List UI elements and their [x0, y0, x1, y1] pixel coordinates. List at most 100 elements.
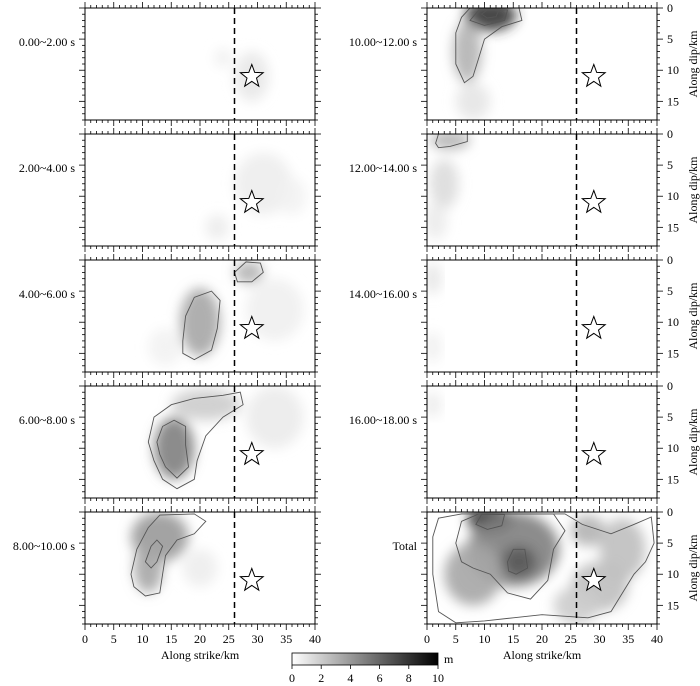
contour-line-6m [507, 548, 529, 575]
y-tick-label: 10 [667, 567, 679, 581]
panel-10-00-12-00-s: 10.00~12.00 s 0 5 10 15 Along dip/km [349, 1, 700, 126]
slip-patch [427, 202, 448, 240]
x-tick-label: 0 [82, 632, 88, 646]
x-tick-label: 20 [194, 632, 206, 646]
colorbar: 0 2 4 6 8 10m [289, 652, 454, 685]
slip-patch [427, 392, 442, 418]
slip-patch [148, 328, 183, 366]
contour-line-6m [480, 9, 500, 19]
hypocenter-star-icon [580, 62, 607, 88]
panel-label: 2.00~4.00 s [19, 161, 75, 175]
colorbar-tick-label: 6 [377, 671, 383, 685]
y-axis-title: Along dip/km [686, 408, 700, 476]
panel-label: 10.00~12.00 s [349, 35, 417, 49]
y-tick-label: 10 [667, 315, 679, 329]
panel-ticks [79, 506, 321, 630]
colorbar-tick-label: 0 [289, 671, 295, 685]
panel-ticks [79, 2, 321, 126]
panel-12-00-14-00-s: 12.00~14.00 s 0 5 10 15 Along dip/km [349, 127, 700, 252]
y-tick-label: 0 [667, 1, 673, 15]
slip-field [452, 8, 523, 120]
panel-ticks [421, 254, 663, 378]
contour-line-2m [432, 513, 655, 624]
contour-line-4m [455, 513, 566, 600]
panel-4-00-6-00-s: 4.00~6.00 s [19, 254, 321, 378]
panel-label: 14.00~16.00 s [349, 287, 417, 301]
y-tick-label: 5 [667, 32, 673, 46]
x-tick-label: 25 [565, 632, 577, 646]
hypocenter-star-icon [580, 566, 607, 592]
hypocenter-star-icon [238, 188, 265, 214]
contour-line-2m [455, 8, 523, 84]
slip-patch [182, 549, 218, 587]
y-tick-label: 0 [667, 379, 673, 393]
slip-field [130, 512, 218, 597]
slip-patch [179, 288, 221, 357]
panel-16-00-18-00-s: 16.00~18.00 s 0 5 10 15 Along dip/km [349, 379, 700, 504]
panel-2-00-4-00-s: 2.00~4.00 s [19, 128, 321, 252]
contour-line-4m [469, 9, 509, 26]
hypocenter-star-icon [580, 188, 607, 214]
contour-line-2m [233, 261, 264, 283]
x-tick-label: 5 [111, 632, 117, 646]
x-tick-label: 15 [165, 632, 177, 646]
panel-6-00-8-00-s: 6.00~8.00 s [19, 380, 321, 504]
hypocenter-star-icon [580, 314, 607, 340]
hypocenter-star-icon [580, 440, 607, 466]
x-tick-label: 40 [309, 632, 321, 646]
panel-ticks [421, 128, 663, 252]
y-tick-label: 10 [667, 189, 679, 203]
slip-field [147, 386, 304, 490]
x-tick-label: 10 [479, 632, 491, 646]
panel-label: 12.00~14.00 s [349, 161, 417, 175]
y-tick-label: 15 [667, 220, 679, 234]
x-axis-title: Along strike/km [161, 648, 240, 662]
y-axis-title: Along dip/km [686, 156, 700, 224]
x-tick-labels: 0 5 10 15 20 25 30 35 40 [82, 632, 321, 646]
panel-label: 4.00~6.00 s [19, 287, 75, 301]
hypocenter-star-icon [238, 440, 265, 466]
panel-label: 0.00~2.00 s [19, 35, 75, 49]
y-tick-labels: 0 5 10 15 [667, 1, 679, 108]
panel-label: 8.00~10.00 s [13, 539, 75, 553]
x-tick-label: 30 [594, 632, 606, 646]
x-tick-label: 0 [424, 632, 430, 646]
y-tick-labels: 0 5 10 15 [667, 253, 679, 360]
panel-label: 16.00~18.00 s [349, 413, 417, 427]
panel-ticks [421, 2, 663, 126]
y-tick-label: 10 [667, 441, 679, 455]
x-tick-label: 30 [252, 632, 264, 646]
hypocenter-star-icon [238, 62, 265, 88]
colorbar-unit-label: m [444, 652, 454, 666]
y-tick-labels: 0 5 10 15 [667, 127, 679, 234]
slip-field [427, 392, 442, 418]
panel-ticks [79, 254, 321, 378]
slip-patch [277, 177, 307, 215]
contour-line-2m [147, 391, 244, 490]
slip-patch [234, 261, 264, 284]
panel-0-00-2-00-s: 0.00~2.00 s [19, 2, 321, 126]
y-tick-label: 5 [667, 284, 673, 298]
panel-label: Total [393, 539, 418, 553]
slip-patch [205, 214, 229, 240]
panel-background [427, 260, 657, 372]
x-tick-label: 35 [280, 632, 292, 646]
slip-patch [427, 331, 442, 363]
y-tick-label: 15 [667, 346, 679, 360]
panel-8-00-10-00-s: 8.00~10.00 s 0 5 10 15 20 25 30 35 40 Along strike… [13, 506, 321, 662]
x-tick-label: 40 [651, 632, 663, 646]
x-tick-label: 10 [137, 632, 149, 646]
y-tick-label: 0 [667, 253, 673, 267]
panel-label: 6.00~8.00 s [19, 413, 75, 427]
y-tick-label: 15 [667, 472, 679, 486]
slip-patch [452, 20, 482, 83]
panel-ticks [421, 380, 663, 504]
contour-line-2m [130, 513, 207, 597]
panel-background [427, 386, 657, 498]
panel-background [427, 134, 657, 246]
y-axis-title: Along dip/km [686, 534, 700, 602]
x-tick-label: 5 [453, 632, 459, 646]
y-tick-labels: 0 5 10 15 [667, 505, 679, 612]
slip-patch [246, 386, 304, 449]
